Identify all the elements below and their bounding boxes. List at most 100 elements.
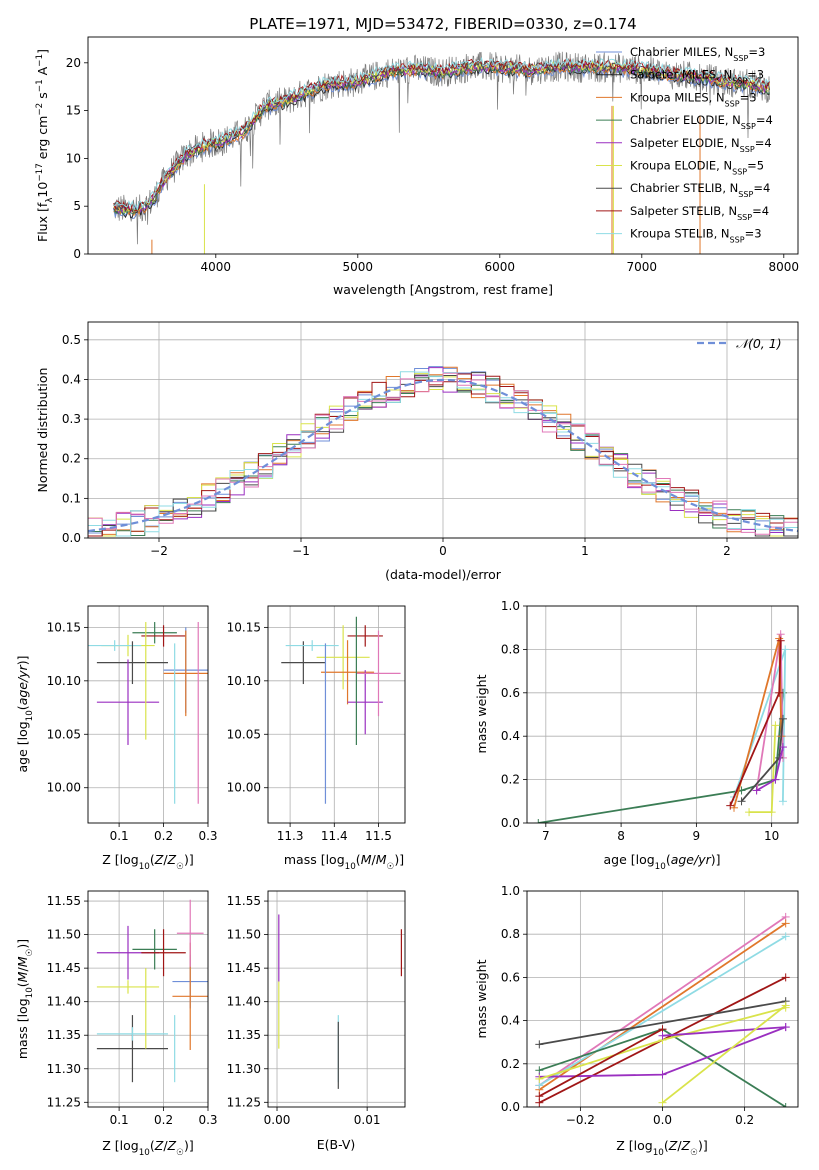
ytick-label: 0.8	[501, 927, 520, 941]
xtick-label: −0.2	[566, 1113, 595, 1127]
ytick-label: 0.1	[62, 491, 81, 505]
ytick-label: 11.40	[227, 995, 261, 1009]
histogram-series-8	[88, 372, 798, 538]
axes-massweight-vs-age: 7 8 9 10 0.0 0.2 0.4 0.6 0.8 1.0	[501, 599, 799, 843]
xtick-label: 0.01	[354, 1113, 381, 1127]
weight-line-1	[538, 922, 787, 1091]
x-axis-label: Z [log10(Z/Z☉)]	[616, 1138, 708, 1158]
xtick-label: 7	[542, 829, 550, 843]
model-line-8	[113, 56, 770, 212]
spectrum-legend: Chabrier MILES, NSSP=3 Salpeter MILES, NS…	[596, 45, 773, 244]
legend-entry: Salpeter STELIB, NSSP=4	[630, 204, 769, 222]
ytick-label: 0.2	[62, 452, 81, 466]
ytick-label: 0.2	[501, 1057, 520, 1071]
x-axis-label: E(B-V)	[317, 1137, 356, 1152]
ytick-label: 11.30	[227, 1062, 261, 1076]
xtick-label: 8000	[769, 260, 800, 274]
axes-frame	[267, 605, 406, 824]
xtick-label: 2	[723, 544, 731, 558]
plot-area	[96, 899, 208, 1083]
xtick-label: 0	[439, 544, 447, 558]
ytick-label: 11.30	[47, 1062, 81, 1076]
axes-frame	[87, 890, 209, 1108]
model-line-7	[113, 58, 771, 213]
legend-entry: Chabrier MILES, NSSP=3	[630, 45, 765, 63]
xtick-label: 5000	[343, 260, 374, 274]
xtick-label: −1	[292, 544, 310, 558]
xtick-label: 11.4	[321, 829, 348, 843]
x-axis-label: mass [log10(M/M☉)]	[284, 852, 404, 872]
xtick-label: 0.3	[198, 1113, 217, 1127]
axes-mass-vs-Z: 0.1 0.2 0.3 11.25 11.30 11.35 11.40 11.45 11.50 1…	[47, 890, 218, 1127]
xtick-label: 6000	[485, 260, 516, 274]
ytick-label: 11.50	[227, 928, 261, 942]
xtick-label: 11.5	[365, 829, 392, 843]
xtick-label: 11.3	[277, 829, 304, 843]
ytick-label: 11.55	[47, 894, 81, 908]
y-axis-label: mass weight	[474, 959, 489, 1038]
ytick-label: 11.45	[227, 961, 261, 975]
x-axis-label: (data-model)/error	[385, 567, 502, 582]
y-axis-label: Flux [fλ10−17 erg cm−2 s−1 A−1]	[35, 49, 55, 242]
legend-entry: Chabrier STELIB, NSSP=4	[630, 181, 770, 199]
xtick-label: 0.1	[110, 1113, 129, 1127]
ytick-label: 10	[66, 151, 81, 165]
y-axis-label: age [log10(age/yr)]	[15, 655, 35, 772]
xtick-label: 4000	[201, 260, 232, 274]
x-axis-label: wavelength [Angstrom, rest frame]	[333, 282, 553, 297]
xtick-label: 0.1	[110, 829, 129, 843]
ytick-label: 0.4	[501, 1014, 520, 1028]
ytick-label: 0.4	[501, 729, 520, 743]
axes-massweight-vs-Z: −0.2 0.0 0.2 0.0 0.2 0.4 0.6 0.8 1.0	[501, 884, 799, 1127]
legend-entry: Chabrier ELODIE, NSSP=4	[630, 113, 773, 131]
axes-age-vs-Z: 0.1 0.2 0.3 10.00 10.05 10.10 10.15	[47, 605, 218, 843]
weight-line-10	[661, 1004, 787, 1104]
ytick-label: 11.35	[227, 1028, 261, 1042]
xtick-label: 0.3	[198, 829, 217, 843]
xtick-label: 10	[764, 829, 779, 843]
x-axis-label: Z [log10(Z/Z☉)]	[102, 852, 194, 872]
axes-spectrum: 4000 5000 6000 7000 8000 0 5 10 15 20	[66, 36, 800, 274]
plot-area	[535, 912, 790, 1107]
xtick-label: 0.0	[653, 1113, 672, 1127]
plot-area	[113, 51, 771, 254]
ytick-label: 11.40	[47, 995, 81, 1009]
ytick-label: 11.25	[47, 1095, 81, 1109]
ytick-label: 0.8	[501, 642, 520, 656]
ytick-label: 11.50	[47, 928, 81, 942]
ytick-label: 5	[73, 199, 81, 213]
chart-title: PLATE=1971, MJD=53472, FIBERID=0330, z=0…	[249, 15, 636, 33]
xtick-label: 1	[581, 544, 589, 558]
y-axis-label: mass [log10(M/M☉)]	[15, 939, 35, 1059]
x-axis-label: age [log10(age/yr)]	[603, 852, 720, 872]
gaussian-curve	[88, 378, 798, 533]
ytick-label: 0.0	[501, 1100, 520, 1114]
ytick-label: 10.00	[227, 781, 261, 795]
xtick-label: 0.00	[264, 1113, 291, 1127]
ytick-label: 0.6	[501, 686, 520, 700]
ytick-label: 1.0	[501, 599, 520, 613]
ytick-label: 10.00	[47, 781, 81, 795]
ytick-label: 10.05	[227, 727, 261, 741]
axes-mass-vs-EBV: 0.00 0.01 11.25 11.30 11.35 11.40 11.45 11.50 11…	[227, 890, 406, 1127]
ytick-label: 0.2	[501, 773, 520, 787]
xtick-label: 8	[617, 829, 625, 843]
legend-entry: Kroupa ELODIE, NSSP=5	[630, 159, 764, 177]
weight-line-0	[538, 692, 784, 823]
model-line-5	[113, 60, 771, 214]
xtick-label: −2	[150, 544, 168, 558]
weight-line-9	[662, 1026, 786, 1037]
histogram-series-5	[88, 372, 798, 538]
y-axis-label: Normed distribution	[35, 368, 50, 493]
ytick-label: 11.45	[47, 961, 81, 975]
plot-area	[88, 366, 798, 538]
x-axis-label: Z [log10(Z/Z☉)]	[102, 1138, 194, 1158]
legend-entry: 𝒩(0, 1)	[736, 336, 782, 351]
legend-entry: Kroupa MILES, NSSP=3	[630, 90, 757, 108]
xtick-label: 9	[693, 829, 701, 843]
ytick-label: 10.10	[227, 674, 261, 688]
ytick-label: 10.15	[227, 620, 261, 634]
axes-frame	[87, 605, 209, 824]
ytick-label: 11.35	[47, 1028, 81, 1042]
xtick-label: 0.2	[154, 829, 173, 843]
